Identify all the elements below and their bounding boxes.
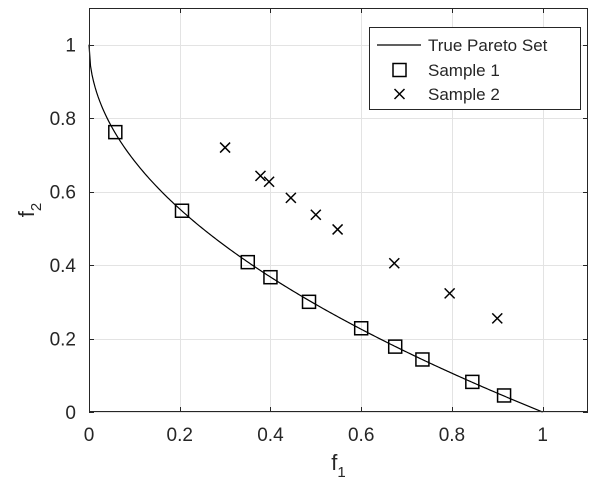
- sample-2-point: [254, 170, 267, 182]
- x-axis-label-subscript: 1: [337, 464, 345, 481]
- y-tick-label: 0.4: [50, 256, 77, 277]
- sample-2-point: [263, 176, 275, 188]
- sample-1-point: [387, 339, 403, 354]
- legend-label-sample-2: Sample 2: [428, 85, 500, 104]
- sample-1-point: [263, 269, 278, 285]
- x-axis-label-main: f: [331, 450, 338, 475]
- sample-2-point: [388, 257, 400, 269]
- legend-label-sample-1: Sample 1: [428, 61, 500, 80]
- sample-2-point: [491, 312, 503, 324]
- x-tick-label: 0: [84, 425, 95, 446]
- sample-2-point: [332, 223, 344, 235]
- legend: True Pareto Set Sample 1 Sample 2: [369, 27, 581, 110]
- x-tick-label: 0.4: [257, 425, 284, 446]
- axis-ticks: 0 0.2 0.4 0.6 0.8 1 0 0.2 0.4 0.6 0.8 1: [50, 8, 588, 446]
- y-tick-label: 0.2: [50, 330, 76, 351]
- legend-symbol-sample-1: [392, 62, 407, 78]
- legend-box: [369, 27, 581, 110]
- sample-1-point: [174, 203, 190, 218]
- marker-layer: [108, 124, 512, 403]
- x-tick-label: 0.8: [439, 425, 465, 446]
- sample-1-point: [415, 352, 430, 367]
- sample-2-point: [310, 209, 322, 221]
- y-tick-label: 1: [65, 36, 76, 57]
- sample-2-point: [285, 192, 297, 204]
- legend-symbol-sample-2: [393, 88, 406, 100]
- x-tick-label: 0.6: [348, 425, 374, 446]
- x-tick-label: 0.2: [167, 425, 193, 446]
- y-tick-label: 0.8: [50, 109, 76, 130]
- legend-label-true-pareto-set: True Pareto Set: [428, 36, 548, 55]
- sample-1-point: [108, 124, 123, 140]
- y-tick-label: 0.6: [50, 183, 76, 204]
- sample-1-point: [301, 294, 317, 310]
- sample-1-point: [240, 254, 256, 270]
- x-axis-label: f1: [331, 450, 345, 481]
- sample-2-point: [219, 142, 231, 154]
- y-tick-label: 0: [65, 403, 76, 424]
- sample-1-point: [496, 388, 512, 403]
- x-tick-label: 1: [537, 425, 548, 446]
- y-axis-label-subscript: 2: [28, 203, 45, 211]
- sample-1-point: [465, 374, 480, 390]
- y-axis-label: f2: [14, 203, 45, 217]
- sample-2-point: [444, 287, 456, 299]
- sample-1-point: [353, 321, 369, 336]
- y-axis-label-main: f: [14, 210, 39, 217]
- axes-box: [89, 8, 588, 412]
